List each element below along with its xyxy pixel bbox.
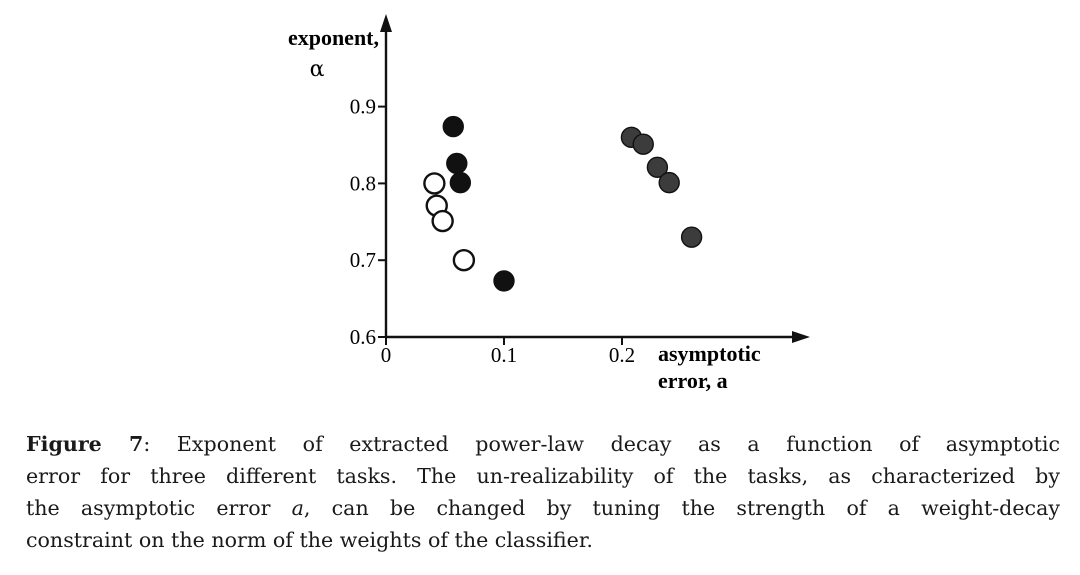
x-tick-label: 0.1 xyxy=(491,343,517,367)
caption-line-1: Figure 7: Exponent of extracted power-la… xyxy=(26,428,1060,460)
caption-line-3-start: the asymptotic error xyxy=(26,496,292,520)
x-axis-label-line2: error, a xyxy=(658,368,728,393)
data-point xyxy=(646,156,669,178)
x-axis-arrowhead xyxy=(792,331,810,343)
y-tick-label: 0.6 xyxy=(350,325,376,349)
data-point xyxy=(442,115,464,138)
data-point xyxy=(446,152,468,175)
axes xyxy=(380,14,810,343)
y-tick-label: 0.9 xyxy=(350,95,376,119)
y-tick-label: 0.8 xyxy=(350,171,376,195)
data-point xyxy=(452,249,476,272)
figure-label: Figure 7 xyxy=(26,432,144,456)
x-axis-label-line1: asymptotic xyxy=(658,341,761,366)
data-point xyxy=(423,172,446,195)
caption-line-2: error for three different tasks. The un-… xyxy=(26,464,1060,488)
data-point xyxy=(658,171,680,194)
caption-line-3: the asymptotic error a, can be changed b… xyxy=(26,492,1060,524)
data-points xyxy=(423,115,703,292)
chart-canvas: 0.6 0.7 0.8 0.9 0 0.1 0.2 exponent, α asymptot… xyxy=(288,14,810,393)
y-tick-label: 0.7 xyxy=(350,248,376,272)
x-tick-label: 0 xyxy=(381,343,392,367)
data-point xyxy=(431,209,454,233)
caption-math-a: a xyxy=(291,496,304,520)
x-tick-label: 0.2 xyxy=(609,343,635,367)
caption-line-3-end: , can be changed by tuning the strength … xyxy=(303,496,1060,520)
data-point xyxy=(493,270,515,292)
figure-caption: Figure 7: Exponent of extracted power-la… xyxy=(26,428,1060,556)
scatter-chart: 0.6 0.7 0.8 0.9 0 0.1 0.2 exponent, α asymptot… xyxy=(288,14,810,393)
data-point xyxy=(680,226,703,248)
y-axis-symbol: α xyxy=(310,57,325,82)
caption-line-1-text: : Exponent of extracted power-law decay … xyxy=(143,432,1060,456)
y-axis-arrowhead xyxy=(380,14,392,32)
ticks: 0.6 0.7 0.8 0.9 0 0.1 0.2 xyxy=(350,95,635,367)
caption-line-4: constraint on the norm of the weights of… xyxy=(26,528,593,552)
data-point xyxy=(632,133,654,155)
data-point xyxy=(449,171,472,194)
y-axis-label: exponent, xyxy=(288,25,379,50)
